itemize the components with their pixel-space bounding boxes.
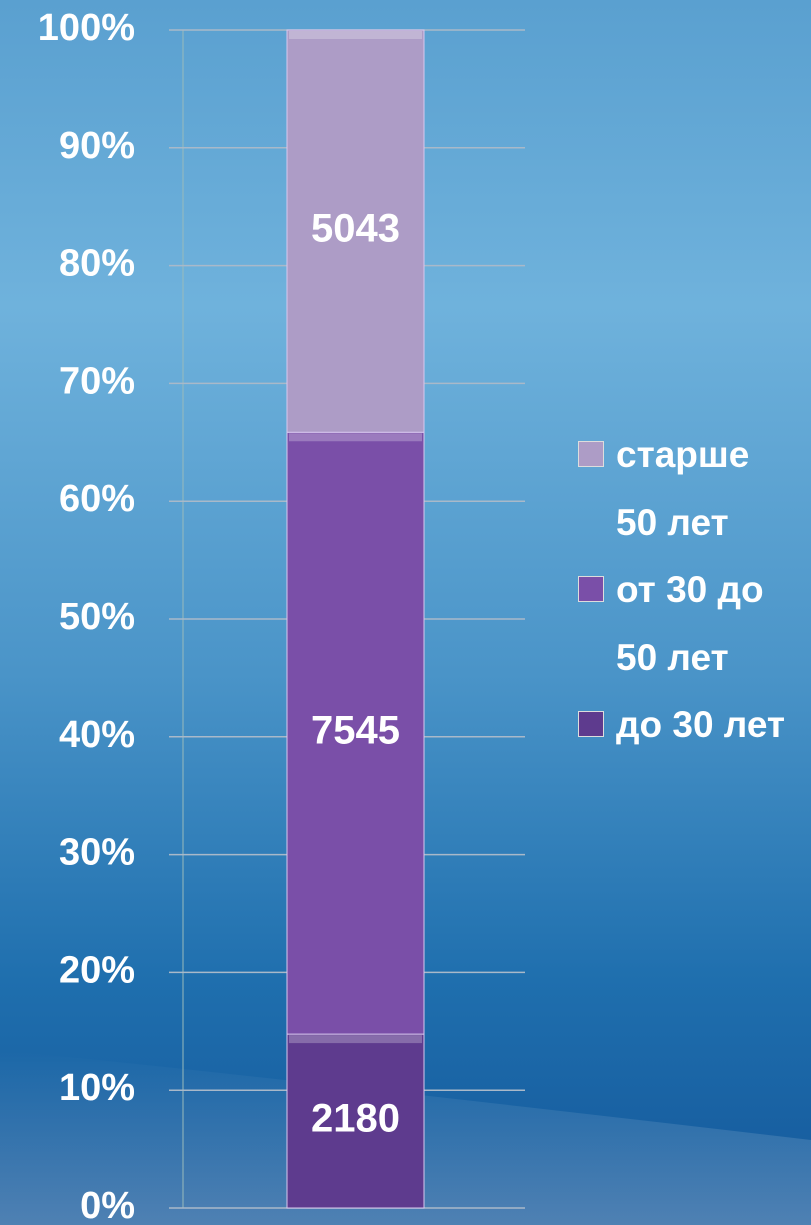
legend-label: от 30 до 50 лет: [616, 569, 764, 678]
bar-highlight: [289, 31, 422, 39]
y-tick-label: 70%: [59, 360, 135, 402]
legend-label: до 30 лет: [616, 704, 786, 745]
data-label: 7545: [311, 709, 400, 753]
y-tick-label: 0%: [80, 1185, 135, 1225]
y-tick-label: 80%: [59, 243, 135, 285]
y-tick-label: 40%: [59, 714, 135, 756]
legend-item: старше 50 лет: [578, 421, 793, 557]
bar-highlight: [289, 433, 422, 442]
bar-highlight: [289, 1035, 422, 1044]
y-tick-label: 10%: [59, 1067, 135, 1109]
data-label: 2180: [311, 1097, 400, 1141]
legend-item: до 30 лет: [578, 691, 793, 759]
y-tick-label: 90%: [59, 125, 135, 167]
bar-segment: [286, 431, 425, 1035]
bar-segment: [286, 29, 425, 433]
legend-swatch: [578, 711, 604, 737]
y-tick-label: 100%: [38, 7, 135, 49]
y-tick-label: 50%: [59, 596, 135, 638]
y-tick-label: 60%: [59, 478, 135, 520]
legend-swatch: [578, 576, 604, 602]
y-tick-label: 20%: [59, 949, 135, 991]
legend-item: от 30 до 50 лет: [578, 556, 793, 692]
legend-label: старше 50 лет: [616, 434, 750, 543]
data-label: 5043: [311, 207, 400, 251]
bar-segment: [286, 1033, 425, 1209]
legend-swatch: [578, 441, 604, 467]
y-tick-label: 30%: [59, 832, 135, 874]
